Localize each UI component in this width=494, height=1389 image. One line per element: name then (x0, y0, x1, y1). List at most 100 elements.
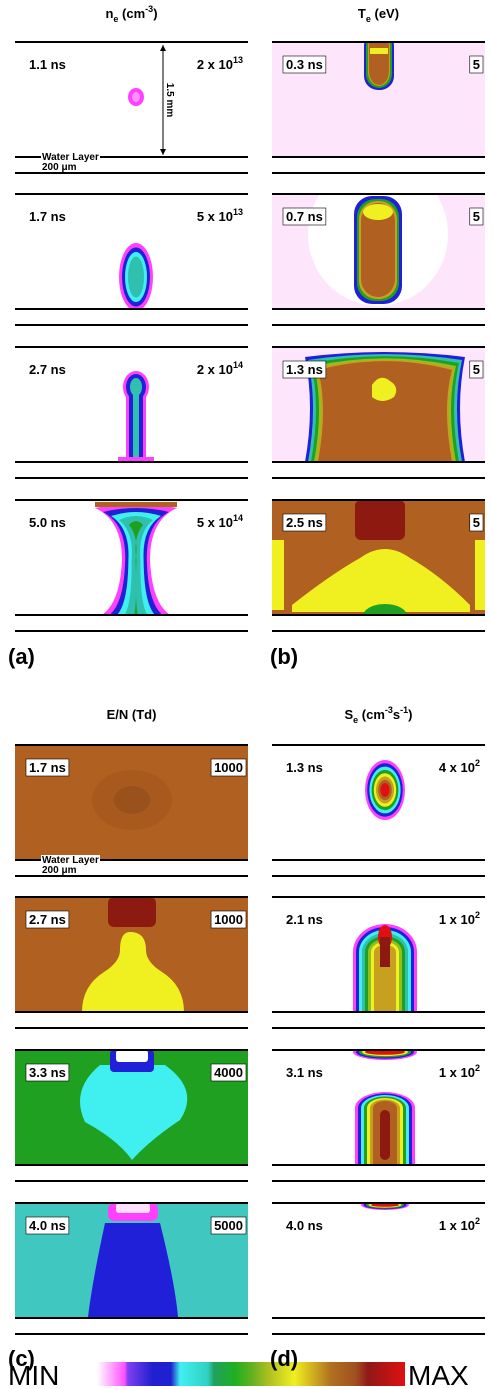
scale-exponent: 13 (233, 55, 243, 65)
scale-label: 5000 (214, 1218, 243, 1233)
scale-value: 5 (473, 57, 480, 72)
time-label: 2.5 ns (286, 515, 323, 530)
panel-header: Se (cm-3s-1) (344, 705, 412, 725)
scale-value: 5 x 10 (197, 209, 233, 224)
scale-exponent: 2 (475, 1216, 480, 1226)
scale-value: 5 x 10 (197, 515, 233, 530)
panel-header: E/N (Td) (107, 707, 157, 722)
scale-label: 1 x 102 (439, 1216, 480, 1233)
scale-label: 5 (473, 515, 480, 530)
frame (118, 371, 154, 467)
field-contour (272, 540, 284, 610)
panel-label: (c) (8, 1346, 35, 1371)
time-label: 5.0 ns (29, 515, 66, 530)
field-contour (380, 937, 390, 967)
scale-exponent: 2 (475, 1063, 480, 1073)
field-contour (116, 1050, 148, 1062)
panel-label: (a) (8, 644, 35, 669)
scale-exponent: 2 (475, 910, 480, 920)
time-label: 1.3 ns (286, 760, 323, 775)
frame (95, 502, 177, 616)
scale-label: 5 (473, 209, 480, 224)
header-part: -3 (145, 4, 153, 14)
panel: E/N (Td) (c) 1.7 ns 1000 2.7 ns 1000 3.3 ns 400… (8, 707, 248, 1371)
frame (119, 243, 153, 311)
scale-label: 5 (473, 57, 480, 72)
panel: Te (eV) (b) 0.3 ns 5 0.7 ns 5 1.3 ns 5 2.5 ns 5 (270, 6, 485, 669)
time-label: 1.1 ns (29, 57, 66, 72)
frame (365, 760, 405, 820)
colorbar (97, 1362, 405, 1386)
time-label: 3.3 ns (29, 1065, 66, 1080)
time-label: 1.7 ns (29, 760, 66, 775)
scale-value: 5 (473, 209, 480, 224)
scale-value: 2 x 10 (197, 362, 233, 377)
scale-label: 5 (473, 362, 480, 377)
scale-value: 2 x 10 (197, 57, 233, 72)
scale-label: 1 x 102 (439, 1063, 480, 1080)
field-contour (116, 1203, 150, 1213)
header-part: s (393, 707, 400, 722)
time-label: 2.1 ns (286, 912, 323, 927)
scale-value: 4000 (214, 1065, 243, 1080)
thickness-label: 200 μm (42, 865, 77, 876)
frame (361, 1200, 409, 1210)
scale-value: 5 (473, 362, 480, 377)
header-part: ) (153, 6, 157, 21)
scale-exponent: 2 (475, 758, 480, 768)
header-part: (cm (118, 6, 145, 21)
time-label: 1.7 ns (29, 209, 66, 224)
header-part: (eV) (371, 6, 399, 21)
scale-value: 1 x 10 (439, 1065, 475, 1080)
time-label: 0.3 ns (286, 57, 323, 72)
panel-header: ne (cm-3) (105, 4, 157, 24)
distance-label: 1.5 mm (164, 83, 175, 118)
frame (272, 32, 485, 157)
field-contour (380, 783, 389, 797)
field-contour (363, 204, 393, 220)
field-contour (108, 897, 156, 927)
scale-value: 5000 (214, 1218, 243, 1233)
header-part: -1 (400, 705, 408, 715)
scale-exponent: 13 (233, 207, 243, 217)
frame (353, 1044, 417, 1165)
field-contour (475, 540, 485, 610)
time-label: 1.3 ns (286, 362, 323, 377)
scale-label: 1000 (214, 760, 243, 775)
scale-value: 1 x 10 (439, 912, 475, 927)
frame (353, 924, 417, 1012)
time-label: 4.0 ns (29, 1218, 66, 1233)
time-label: 4.0 ns (286, 1218, 323, 1233)
field-contour (369, 32, 389, 85)
time-label: 2.7 ns (29, 362, 66, 377)
scale-value: 1 x 10 (439, 1218, 475, 1233)
figure: MIN MAX ne (cm-3)(a)1.1 ns2 x 10131.7 ns… (0, 0, 494, 1389)
scale-label: 5 x 1014 (197, 513, 243, 530)
frame (272, 162, 485, 309)
frame (128, 88, 144, 106)
thickness-label: 200 μm (42, 162, 77, 173)
field-contour (318, 361, 452, 462)
scale-label: 2 x 1014 (197, 360, 243, 377)
time-label: 2.7 ns (29, 912, 66, 927)
field-contour (355, 500, 405, 540)
header-part: S (344, 707, 353, 722)
header-part: (cm (358, 707, 385, 722)
field-contour (380, 1110, 390, 1160)
scale-label: 5 x 1013 (197, 207, 243, 224)
panel-header: Te (eV) (358, 6, 399, 24)
panel-label: (b) (270, 644, 298, 669)
time-label: 0.7 ns (286, 209, 323, 224)
field-contour (132, 92, 140, 102)
header-part: T (358, 6, 366, 21)
scale-label: 1000 (214, 912, 243, 927)
scale-exponent: 14 (233, 360, 243, 370)
panel-label: (d) (270, 1346, 298, 1371)
scale-value: 1000 (214, 912, 243, 927)
scale-value: 5 (473, 515, 480, 530)
field-contour (114, 786, 150, 814)
scale-label: 2 x 1013 (197, 55, 243, 72)
scale-exponent: 14 (233, 513, 243, 523)
panel: Se (cm-3s-1)(d)1.3 ns4 x 1022.1 ns1 x 10… (270, 705, 485, 1371)
